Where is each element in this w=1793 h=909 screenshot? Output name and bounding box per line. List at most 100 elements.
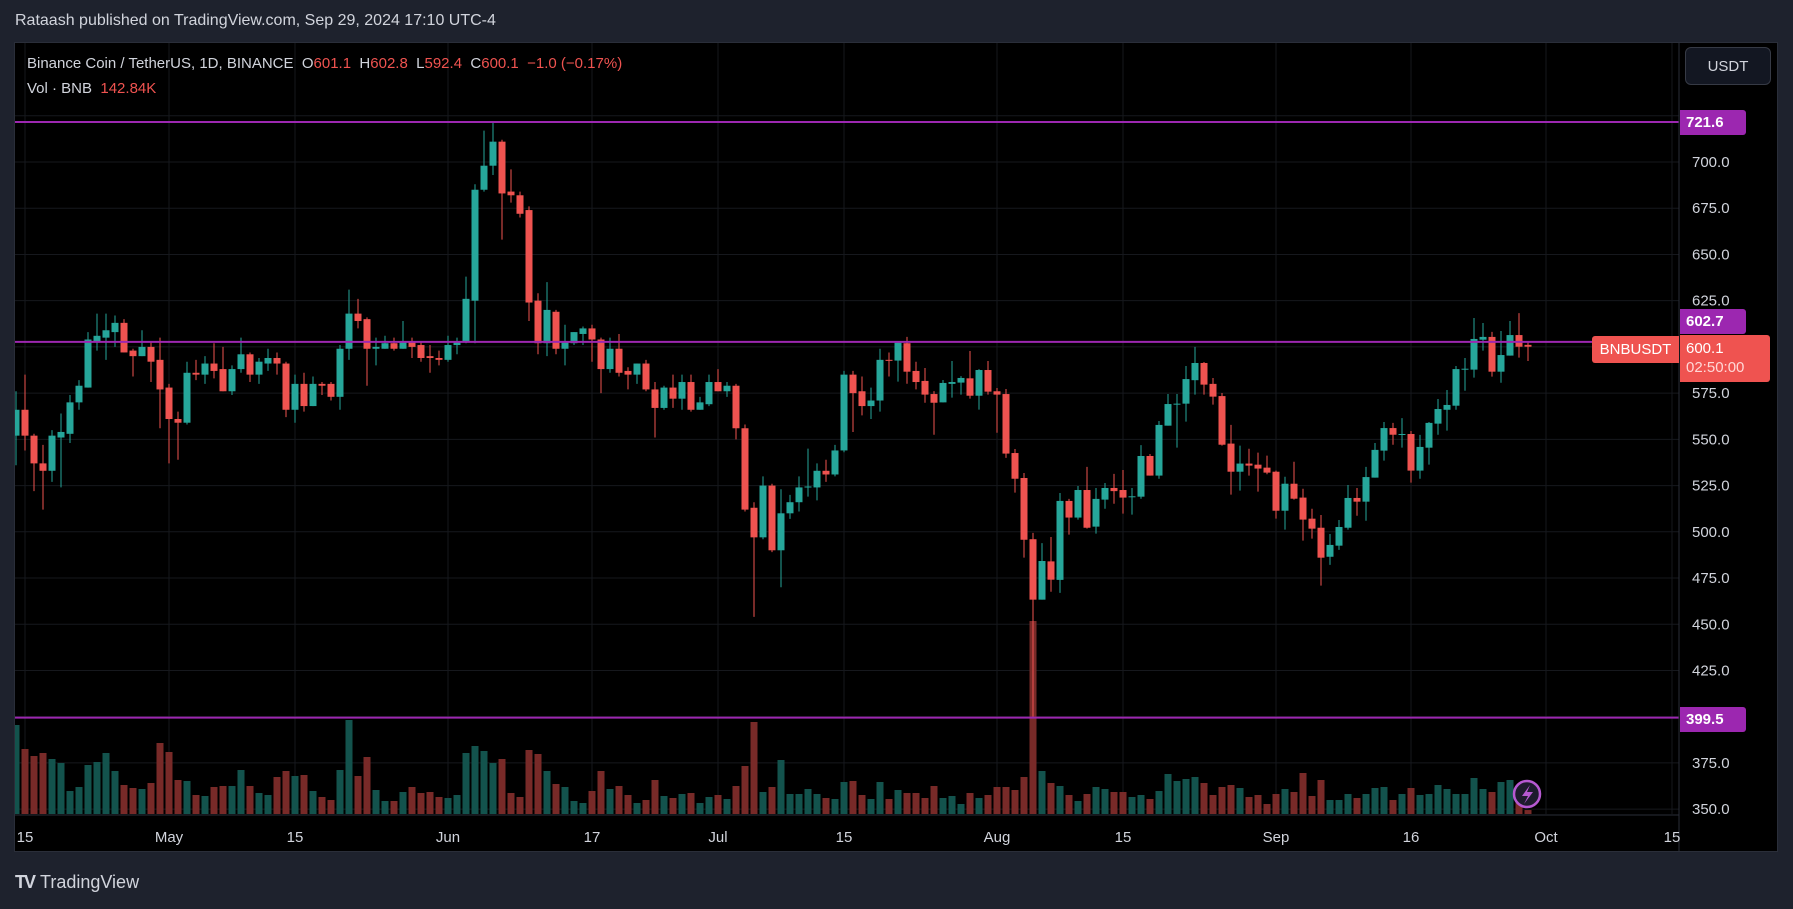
x-tick-label: 15 — [1115, 829, 1132, 846]
currency-button[interactable]: USDT — [1685, 47, 1771, 85]
volume-bar — [1506, 780, 1514, 814]
candle-body — [39, 463, 47, 471]
horizontal-lines[interactable] — [15, 121, 1679, 719]
volume-bar — [813, 794, 821, 814]
volume-bar — [390, 801, 398, 814]
y-tick-label: 500.0 — [1692, 524, 1730, 541]
volume-bar — [687, 793, 695, 814]
candle-body — [1119, 490, 1127, 498]
candle-body — [363, 319, 371, 349]
volume-bar — [1362, 794, 1370, 814]
volume-bar — [21, 749, 29, 814]
volume-bar — [453, 795, 461, 814]
candle-body — [237, 354, 245, 370]
volume-bar — [867, 799, 875, 814]
candle-body — [1218, 396, 1226, 445]
candle-body — [858, 391, 866, 407]
candle-body — [876, 359, 884, 401]
legend-symbol: Binance Coin / TetherUS, 1D, BINANCE — [27, 55, 294, 72]
candle-body — [1065, 500, 1073, 518]
x-tick-label: 15 — [17, 829, 34, 846]
volume-bar — [1425, 794, 1433, 814]
bar-countdown: 02:50:00 — [1686, 359, 1745, 376]
volume-bar — [183, 781, 191, 814]
candle-body — [84, 339, 92, 388]
volume-bar — [129, 788, 137, 814]
price-series — [15, 121, 1532, 717]
volume-bar — [39, 753, 47, 814]
candle-body — [57, 431, 65, 438]
high-value: 602.8 — [370, 55, 408, 72]
volume-bar — [1344, 794, 1352, 814]
y-tick-label: 375.0 — [1692, 755, 1730, 772]
price-line-label-mid[interactable]: 602.7 — [1680, 309, 1746, 334]
volume-bar — [471, 746, 479, 814]
volume-bar — [786, 794, 794, 814]
candle-body — [597, 339, 605, 370]
volume-bar — [705, 797, 713, 814]
candle-body — [1380, 428, 1388, 451]
candle-body — [372, 346, 380, 349]
y-tick-label: 675.0 — [1692, 200, 1730, 217]
candle-body — [15, 409, 20, 436]
volume-bar — [921, 798, 929, 814]
candle-body — [822, 470, 830, 475]
x-tick-label: 15 — [1664, 829, 1681, 846]
candle-body — [831, 450, 839, 475]
volume-bar — [1380, 787, 1388, 814]
volume-bar — [1146, 799, 1154, 814]
y-tick-label: 450.0 — [1692, 616, 1730, 633]
candle-body — [1101, 487, 1109, 500]
volume-bar — [15, 725, 20, 814]
volume-bar — [732, 786, 740, 814]
candle-body — [1209, 383, 1217, 397]
volume-bar — [381, 801, 389, 814]
volume-label: Vol · BNB — [27, 80, 93, 97]
candle-body — [246, 354, 254, 375]
volume-bar — [1182, 779, 1190, 814]
candle-body — [1146, 455, 1154, 476]
volume-bar — [1272, 794, 1280, 814]
volume-bar — [696, 803, 704, 814]
volume-bar — [444, 798, 452, 814]
y-tick-label: 700.0 — [1692, 154, 1730, 171]
high-label: H — [359, 55, 371, 72]
candle-body — [615, 348, 623, 373]
candle-body — [1227, 443, 1235, 472]
candle-body — [912, 370, 920, 383]
candle-body — [948, 382, 956, 384]
volume-bar — [912, 793, 920, 814]
candle-body — [723, 385, 731, 392]
candle-body — [471, 189, 479, 301]
price-axis[interactable]: 700.0 675.0 650.0 625.0 575.0 550.0 525.0 500.0… — [1692, 154, 1730, 818]
candle-body — [1281, 483, 1289, 511]
volume-bar — [561, 787, 569, 814]
volume-bar — [264, 795, 272, 814]
candle-body — [579, 328, 587, 334]
price-line-label-low[interactable]: 399.5 — [1680, 707, 1746, 732]
volume-bar — [237, 770, 245, 814]
volume-bar — [1218, 787, 1226, 814]
symbol-label: BNBUSDT — [1592, 336, 1679, 363]
tradingview-logo[interactable]: TV TradingView — [15, 872, 139, 893]
volume-bar — [228, 786, 236, 814]
volume-bar — [1038, 771, 1046, 814]
volume-bar — [1002, 787, 1010, 814]
price-line-label-high[interactable]: 721.6 — [1680, 110, 1746, 135]
open-label: O — [301, 55, 314, 72]
volume-bar — [372, 790, 380, 814]
lightning-icon[interactable] — [1512, 779, 1542, 809]
volume-bar — [651, 780, 659, 814]
candle-body — [777, 513, 785, 551]
candle-body — [1425, 422, 1433, 448]
candle-body — [957, 377, 965, 383]
x-tick-label: 15 — [287, 829, 304, 846]
volume-bar — [957, 804, 965, 814]
time-axis[interactable]: 15 May 15 Jun 17 Jul 15 Aug 15 Sep 16 Oct 15 — [17, 829, 1681, 846]
candle-body — [507, 191, 515, 196]
volume-bar — [354, 776, 362, 814]
candle-body — [1011, 453, 1019, 479]
volume-bar — [102, 753, 110, 814]
candle-body — [1488, 336, 1496, 372]
